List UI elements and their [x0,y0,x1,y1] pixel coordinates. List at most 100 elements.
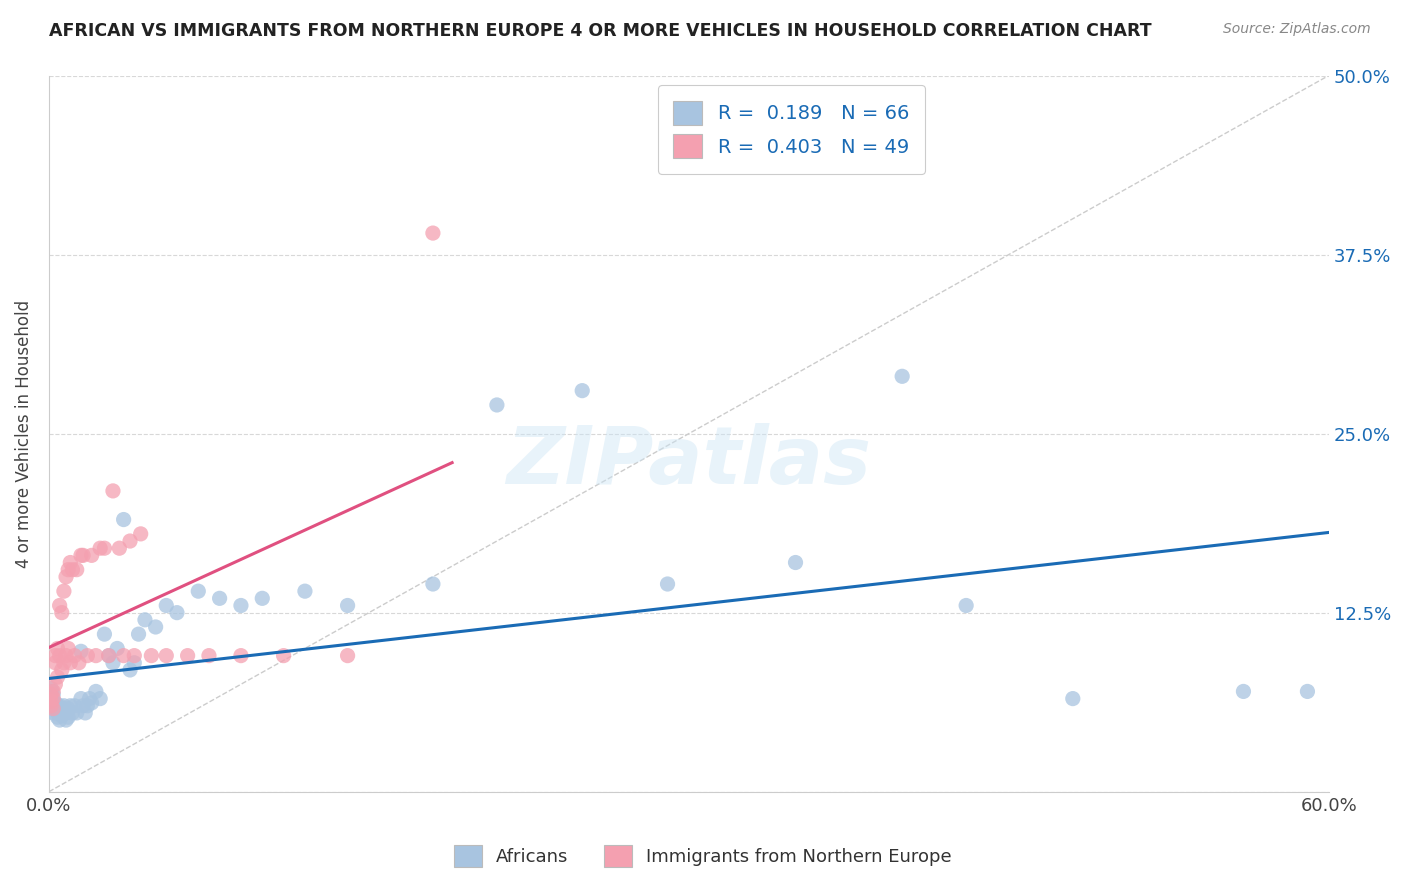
Point [422,226,444,240]
Point [70,691,93,706]
Point [294,584,316,599]
Point [84,684,107,698]
Point [42,706,65,720]
Point [51,663,73,677]
Point [76,698,98,713]
Point [52,656,75,670]
Point [118,663,141,677]
Point [63,698,86,713]
Point [89,691,111,706]
Point [79,691,101,706]
Legend: R =  0.189   N = 66, R =  0.403   N = 49: R = 0.189 N = 66, R = 0.403 N = 49 [658,86,925,174]
Point [55,706,77,720]
Point [1232,684,1254,698]
Point [208,591,231,606]
Point [62,706,84,720]
Point [955,599,977,613]
Point [42,701,65,715]
Point [657,577,679,591]
Point [76,648,98,663]
Point [48,648,70,663]
Point [1062,691,1084,706]
Point [229,648,252,663]
Point [93,627,115,641]
Point [134,613,156,627]
Point [39,687,62,701]
Point [75,706,97,720]
Point [67,656,90,670]
Point [46,706,69,720]
Point [72,698,94,713]
Legend: Africans, Immigrants from Northern Europe: Africans, Immigrants from Northern Europ… [447,838,959,874]
Point [145,620,167,634]
Point [176,648,198,663]
Point [44,656,66,670]
Point [198,648,221,663]
Point [56,701,79,715]
Point [112,512,135,526]
Point [422,577,444,591]
Point [80,696,103,710]
Point [108,541,131,556]
Point [187,584,209,599]
Text: AFRICAN VS IMMIGRANTS FROM NORTHERN EUROPE 4 OR MORE VEHICLES IN HOUSEHOLD CORRE: AFRICAN VS IMMIGRANTS FROM NORTHERN EURO… [49,22,1152,40]
Point [59,656,82,670]
Point [51,708,73,723]
Point [46,710,69,724]
Point [101,483,124,498]
Point [93,541,115,556]
Point [52,698,75,713]
Point [42,684,65,698]
Point [59,556,82,570]
Point [42,687,65,701]
Point [44,677,66,691]
Point [84,648,107,663]
Point [72,549,94,563]
Point [44,648,66,663]
Point [56,563,79,577]
Point [46,698,69,713]
Point [42,691,65,706]
Point [44,696,66,710]
Point [124,648,146,663]
Point [166,606,188,620]
Point [112,648,135,663]
Point [44,698,66,713]
Point [51,701,73,715]
Text: Source: ZipAtlas.com: Source: ZipAtlas.com [1223,22,1371,37]
Point [80,549,103,563]
Point [229,599,252,613]
Point [48,713,70,727]
Point [101,656,124,670]
Y-axis label: 4 or more Vehicles in Household: 4 or more Vehicles in Household [15,300,32,567]
Point [42,694,65,708]
Point [48,706,70,720]
Point [129,527,152,541]
Point [55,648,77,663]
Point [97,648,120,663]
Point [1296,684,1319,698]
Point [39,698,62,713]
Point [155,648,177,663]
Point [39,694,62,708]
Point [52,706,75,720]
Point [66,563,89,577]
Point [66,706,89,720]
Point [39,698,62,713]
Point [59,698,82,713]
Point [89,541,111,556]
Point [63,648,86,663]
Point [785,556,807,570]
Point [252,591,274,606]
Point [46,670,69,684]
Point [155,599,177,613]
Point [51,606,73,620]
Point [55,713,77,727]
Point [128,627,150,641]
Point [97,648,120,663]
Point [891,369,914,384]
Point [39,691,62,706]
Point [485,398,508,412]
Point [105,641,128,656]
Point [571,384,593,398]
